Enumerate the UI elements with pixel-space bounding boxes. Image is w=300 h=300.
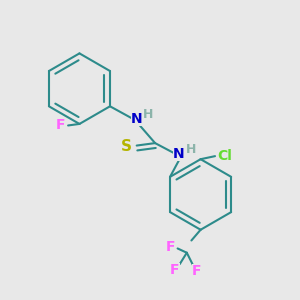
Text: F: F bbox=[56, 118, 65, 133]
Text: F: F bbox=[170, 262, 180, 277]
Text: Cl: Cl bbox=[217, 149, 232, 163]
Text: S: S bbox=[121, 139, 132, 154]
Text: F: F bbox=[166, 240, 175, 254]
Text: H: H bbox=[143, 108, 153, 121]
Text: F: F bbox=[192, 263, 202, 278]
Text: N: N bbox=[131, 112, 142, 127]
Text: N: N bbox=[173, 147, 185, 161]
Text: H: H bbox=[186, 143, 196, 156]
